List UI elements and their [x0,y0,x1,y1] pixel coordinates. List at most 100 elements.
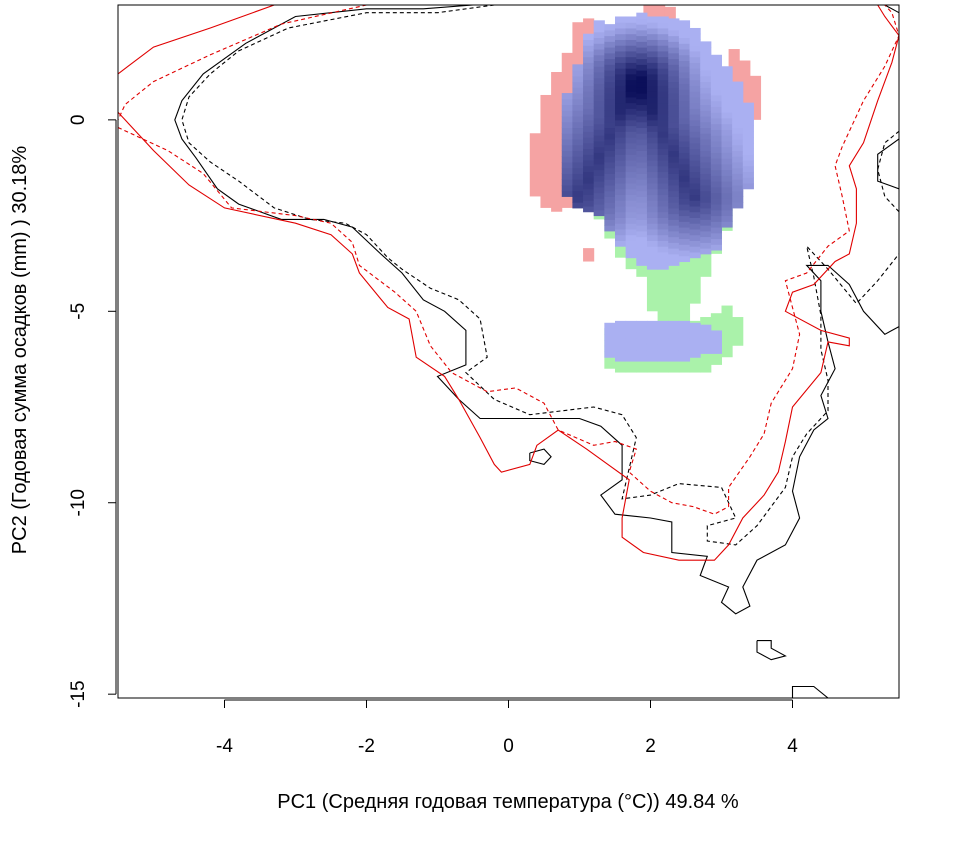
density-cell [657,217,669,224]
density-cell [657,355,669,362]
density-cell [689,45,701,52]
density-cell [721,112,733,119]
density-cell [604,116,616,123]
density-cell [615,114,627,121]
density-cell [593,181,605,188]
density-cell [572,81,584,88]
density-cell [721,117,733,125]
density-cell [625,16,637,23]
density-cell [678,72,691,79]
density-cell [657,183,669,190]
density-cell [668,64,680,71]
density-cell [625,142,637,150]
density-cell [561,167,573,174]
y-axis: 0 -5 -10 -15 [68,115,117,708]
density-cell [615,39,627,46]
density-cell [625,228,637,236]
density-cell [625,102,637,109]
density-cell [689,125,701,132]
density-cell [572,87,584,94]
density-cell [657,349,669,356]
density-cell [625,148,637,155]
density-cell [721,100,733,107]
density-cell [721,135,733,142]
density-cell [732,127,744,134]
density-cell [636,93,648,100]
density-cell [561,173,573,180]
density-cell [710,158,722,165]
density-cell [646,22,659,29]
density-cell [657,171,669,178]
density-cell [721,94,733,102]
density-cell [646,240,659,247]
density-cell [721,66,733,73]
density-cell [700,75,712,83]
density-cell [678,250,691,257]
density-cell [625,355,637,362]
density-cell [721,163,733,171]
density-cell [604,93,616,100]
density-cell [646,343,659,351]
density-cell [593,26,605,33]
density-cell [625,160,637,167]
density-cell [657,131,669,138]
density-cell [689,217,701,224]
density-cell [689,96,701,104]
density-cell [625,27,637,35]
density-cell [625,165,637,173]
density-cell [593,204,605,211]
density-cell [636,52,648,60]
density-cell [710,152,722,159]
density-cell [604,139,616,146]
green-region [668,251,680,323]
density-cell [604,133,616,140]
density-cell [657,200,669,207]
density-cell [668,179,680,186]
density-cell [583,33,595,40]
density-cell [636,236,648,243]
density-cell [689,246,701,253]
density-cell [742,131,754,138]
density-cell [678,77,691,84]
density-cell [625,188,637,196]
density-cell [615,349,627,356]
density-cell [636,320,648,328]
density-cell [604,173,616,180]
density-cell [668,35,680,42]
density-cell [583,96,595,104]
density-cell [593,66,605,73]
density-cell [625,246,637,253]
density-cell [593,20,605,27]
x-axis: -4 -2 0 2 4 [216,699,798,757]
density-cell [593,72,605,79]
density-cell [668,29,680,37]
density-cell [593,49,605,56]
density-cell [615,45,627,52]
density-cell [668,70,680,77]
density-cell [689,33,701,40]
red-region-right [749,75,762,120]
red-region-left [529,133,541,197]
density-cell [615,27,627,35]
density-cell [710,232,722,240]
density-cell [657,50,669,58]
density-cell [721,181,733,188]
density-cell [636,213,648,220]
density-cell [700,167,712,174]
density-cell [604,225,616,232]
density-cell [668,133,680,140]
density-cell [604,104,616,111]
density-cell [668,326,680,333]
density-cell [615,355,627,362]
density-cell [689,351,701,358]
density-cell [668,230,680,238]
density-cell [646,257,659,264]
density-cell [710,175,722,182]
density-cell [636,343,648,351]
contour-red-dashed [118,5,367,121]
density-cell [710,341,722,349]
density-cell [689,50,701,58]
density-cell [732,116,744,123]
density-cell [689,102,701,109]
density-cell [625,45,637,52]
